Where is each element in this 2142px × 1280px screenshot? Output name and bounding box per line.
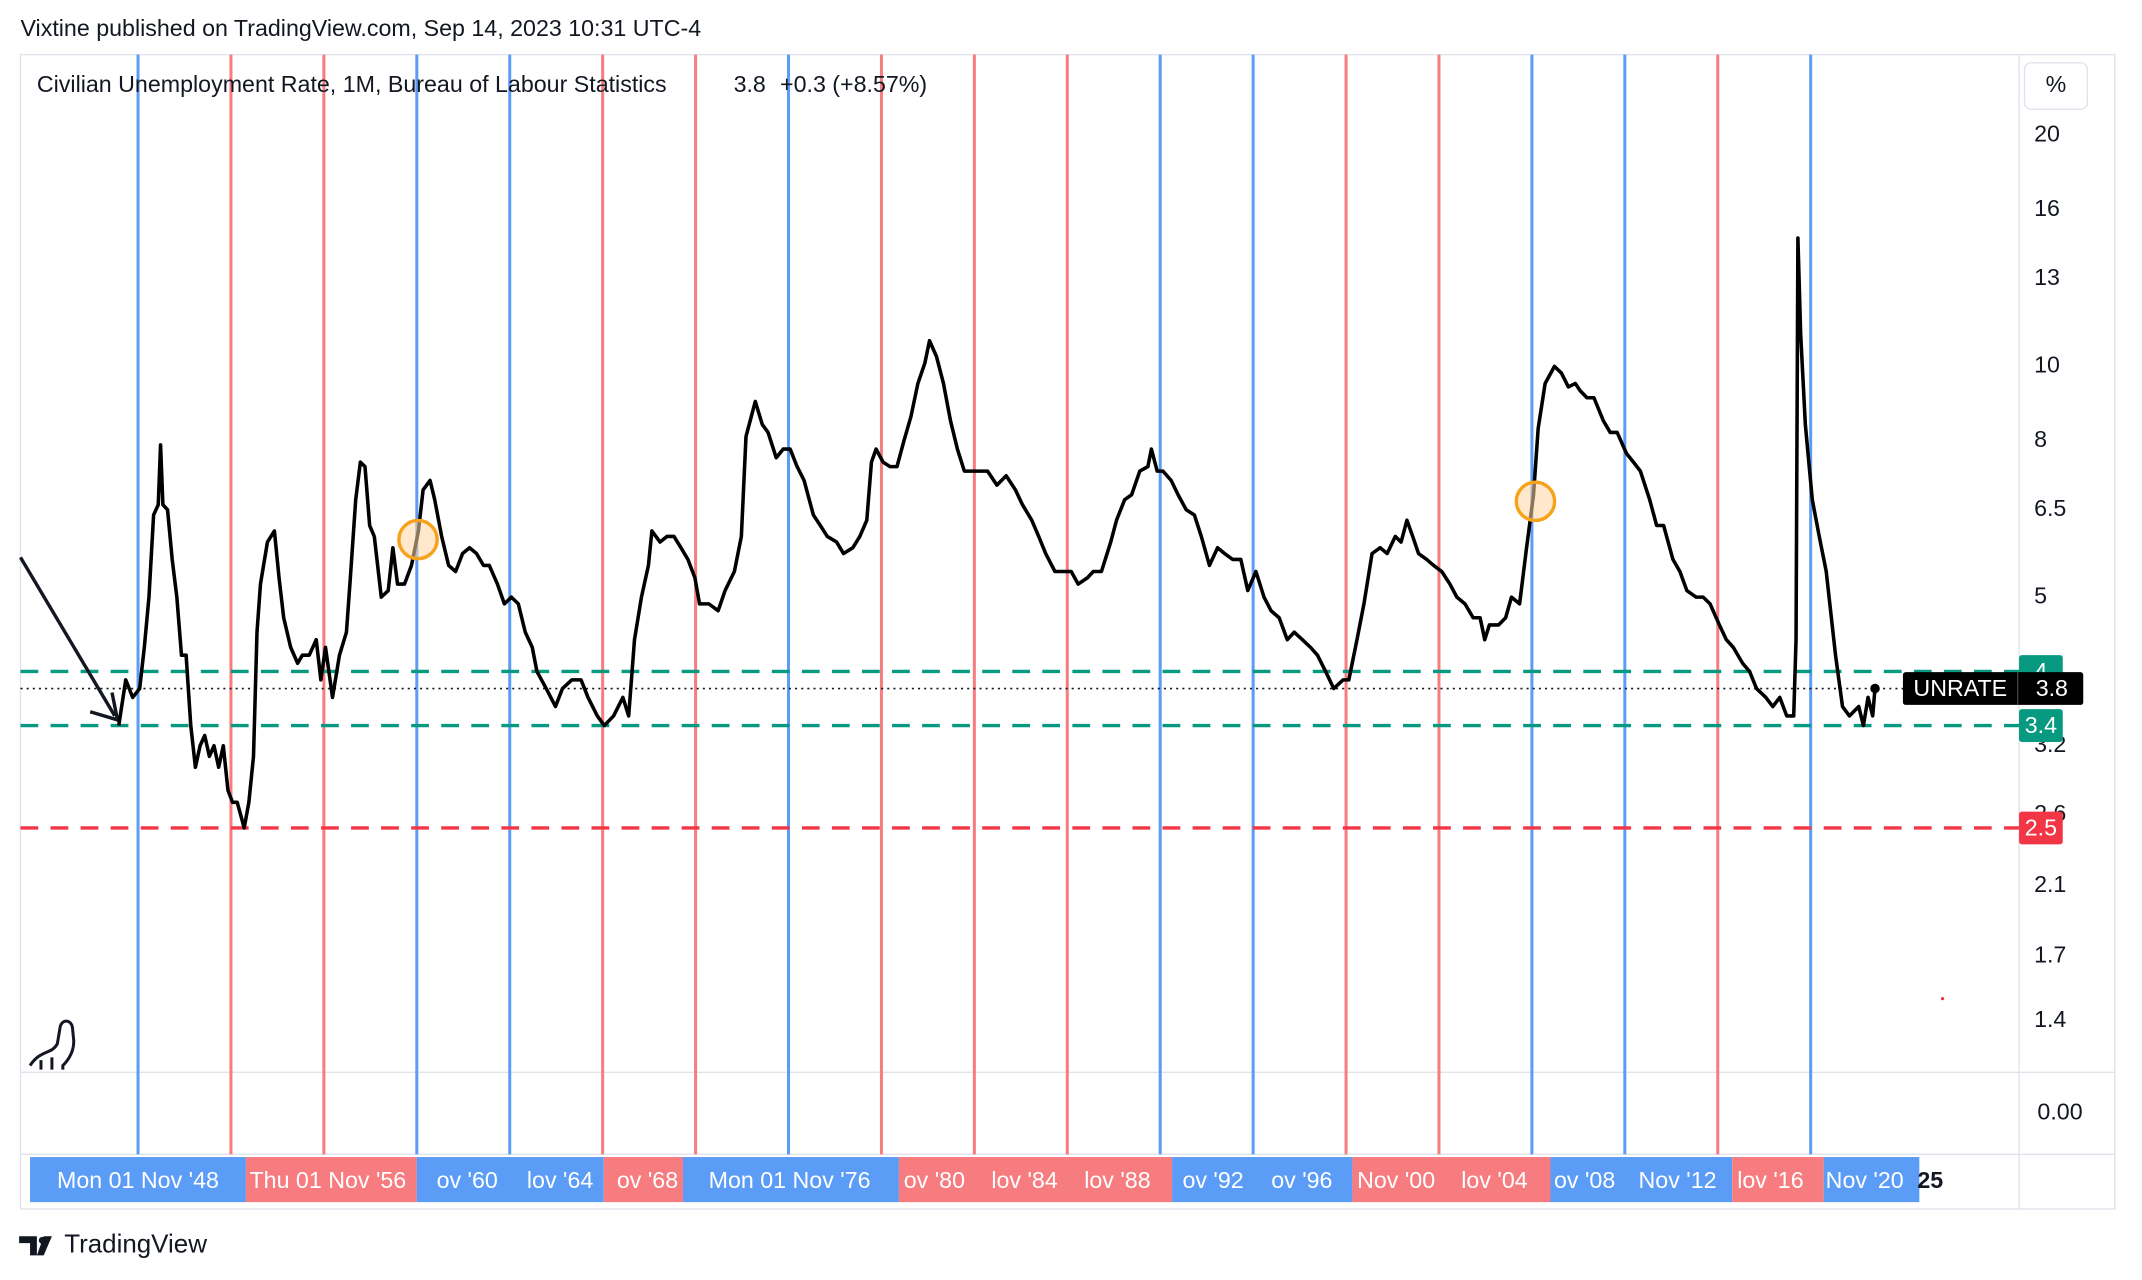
y-tick-label: 16 bbox=[2034, 195, 2060, 221]
symbol-name: UNRATE bbox=[1913, 675, 2007, 701]
level-price-label: 3.4 bbox=[2025, 712, 2057, 738]
y-tick-label: 6.5 bbox=[2034, 495, 2066, 521]
level-price-label: 2.5 bbox=[2025, 814, 2057, 840]
publish-header: Vixtine published on TradingView.com, Se… bbox=[20, 15, 701, 41]
pane-scale-label: 0.00 bbox=[2037, 1098, 2082, 1124]
x-tick-label: ov '68 bbox=[617, 1167, 678, 1193]
x-tick-label: ov '92 bbox=[1182, 1167, 1243, 1193]
time-label-box bbox=[30, 1157, 246, 1203]
y-tick-label: 5 bbox=[2034, 582, 2047, 608]
vertical-lines bbox=[136, 54, 1813, 1155]
x-tick-label: lov '16 bbox=[1737, 1167, 1803, 1193]
time-label-box bbox=[416, 1157, 604, 1203]
logo-icon bbox=[28, 1019, 76, 1070]
x-tick-label: Thu 01 Nov '56 bbox=[249, 1167, 406, 1193]
x-tick-label: Nov '00 bbox=[1357, 1167, 1435, 1193]
last-point bbox=[1870, 683, 1880, 694]
time-label-box bbox=[1823, 1157, 1920, 1203]
y-tick-label: 2.1 bbox=[2034, 871, 2066, 897]
unit-button[interactable] bbox=[2023, 62, 2089, 110]
time-label-box bbox=[1172, 1157, 1353, 1203]
time-label-box bbox=[898, 1157, 1173, 1203]
footer-brand: TradingView bbox=[64, 1231, 207, 1259]
arrow-head bbox=[89, 692, 120, 723]
time-label-box bbox=[1732, 1157, 1824, 1203]
y-tick-label: 20 bbox=[2034, 121, 2060, 147]
x-tick-label: ov '08 bbox=[1554, 1167, 1615, 1193]
symbol-last-value: 3.8 bbox=[2036, 675, 2068, 701]
y-tick-label: 10 bbox=[2034, 351, 2060, 377]
level-lines bbox=[20, 669, 2020, 830]
annotation-arrow bbox=[19, 556, 117, 717]
x-tick-label: lov '04 bbox=[1461, 1167, 1527, 1193]
legend-last-value: 3.8 bbox=[734, 71, 766, 97]
time-axis: Mon 01 Nov '48 Thu 01 Nov '56 ov '60 lov '6… bbox=[30, 1157, 1943, 1203]
highlight-circle bbox=[1514, 480, 1557, 523]
y-tick-label: 1.4 bbox=[2034, 1006, 2066, 1032]
x-tick-label: Nov '12 bbox=[1639, 1167, 1717, 1193]
dot bbox=[1940, 996, 1945, 1001]
footer-logo-dot bbox=[38, 1236, 46, 1244]
legend-change: +0.3 (+8.57%) bbox=[780, 71, 927, 97]
y-tick-label: 13 bbox=[2034, 264, 2060, 290]
highlight-circle bbox=[397, 518, 439, 561]
time-label-box bbox=[683, 1157, 899, 1203]
x-tick-label: ov '60 bbox=[437, 1167, 498, 1193]
x-tick-label: ov '80 bbox=[904, 1167, 965, 1193]
level-price-box bbox=[2019, 811, 2063, 845]
unit-button-label[interactable]: % bbox=[2046, 71, 2067, 97]
legend-title: Civilian Unemployment Rate, 1M, Bureau o… bbox=[37, 71, 667, 97]
time-label-box bbox=[245, 1157, 417, 1203]
x-tick-label: ov '96 bbox=[1271, 1167, 1332, 1193]
series-layer bbox=[20, 236, 2020, 830]
y-tick-label: 8 bbox=[2034, 426, 2047, 452]
level-price-box bbox=[2019, 709, 2063, 742]
time-label-box bbox=[1352, 1157, 1551, 1203]
y-tick-label: 1.7 bbox=[2034, 942, 2066, 968]
price-axis: 1.41.72.12.63.256.581013162043.42.5UNRAT… bbox=[1902, 121, 2084, 1032]
series-line bbox=[116, 236, 1877, 830]
symbol-label-box bbox=[1902, 672, 2084, 705]
x-tick-label: lov '64 bbox=[527, 1167, 593, 1193]
x-tick-label: lov '88 bbox=[1084, 1167, 1150, 1193]
time-label-box bbox=[603, 1157, 684, 1203]
time-label-box bbox=[1550, 1157, 1733, 1203]
x-tick-label: Mon 01 Nov '76 bbox=[709, 1167, 871, 1193]
x-tick-label: Mon 01 Nov '48 bbox=[57, 1167, 219, 1193]
x-tick-label: lov '84 bbox=[991, 1167, 1057, 1193]
x-tick-label: 25 bbox=[1917, 1167, 1943, 1193]
x-tick-label: Nov '20 bbox=[1826, 1167, 1904, 1193]
